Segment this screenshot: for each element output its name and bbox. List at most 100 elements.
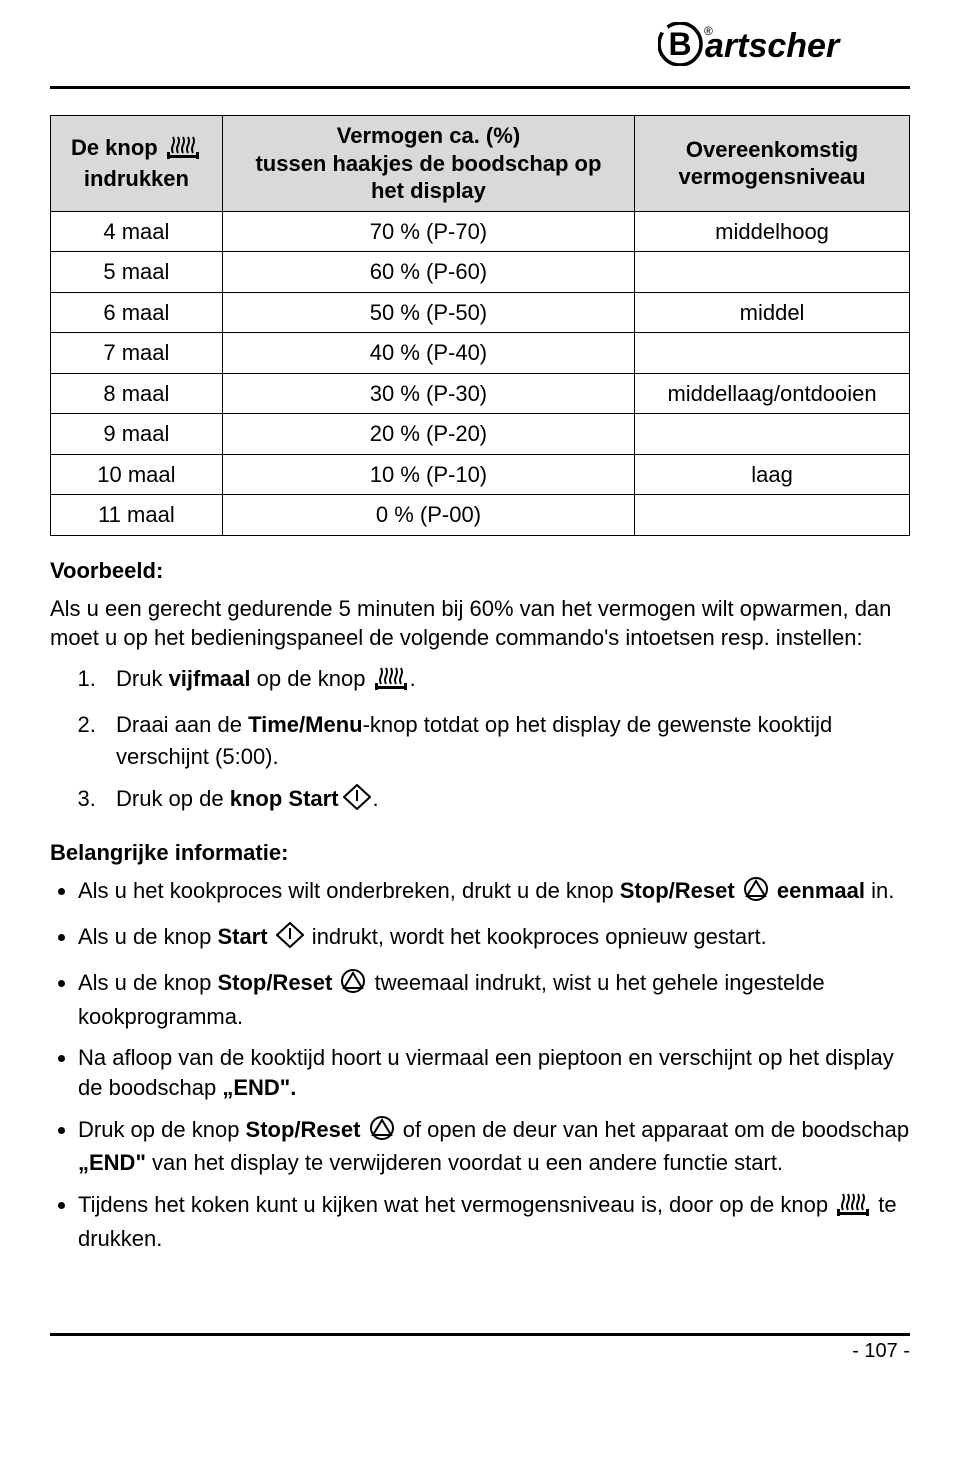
table-row: 8 maal 30 % (P-30) middellaag/ontdooien <box>51 373 910 414</box>
bullet-2: Als u de knop Start indrukt, wordt het k… <box>78 922 910 956</box>
th1-line2: indrukken <box>84 166 189 191</box>
bullet-6: Tijdens het koken kunt u kijken wat het … <box>78 1190 910 1253</box>
th2-line3: het display <box>371 178 486 203</box>
b2-post: indrukt, wordt het kookproces opnieuw ge… <box>306 924 767 949</box>
table-row: 4 maal 70 % (P-70) middelhoog <box>51 211 910 252</box>
bullet-1: Als u het kookproces wilt onderbreken, d… <box>78 876 910 910</box>
step1-bold: vijfmaal <box>169 666 251 691</box>
table-row: 5 maal 60 % (P-60) <box>51 252 910 293</box>
bullet-4: Na afloop van de kooktijd hoort u vierma… <box>78 1043 910 1102</box>
step1-end: . <box>410 666 416 691</box>
top-rule <box>50 86 910 89</box>
cell <box>635 252 910 293</box>
brand-logo-svg: B ® artscher <box>658 22 908 66</box>
stop-circle-icon <box>340 968 366 1002</box>
b5-bold1: Stop/Reset <box>246 1117 361 1142</box>
b5-mid1 <box>360 1117 366 1142</box>
th3-line2: vermogensniveau <box>679 164 866 189</box>
b1-mid <box>735 878 741 903</box>
cell <box>635 333 910 374</box>
cell: 9 maal <box>51 414 223 455</box>
start-diamond-icon <box>276 922 304 956</box>
cell: 11 maal <box>51 495 223 536</box>
b5-post2: van het display te verwijderen voordat u… <box>146 1150 783 1175</box>
heat-icon <box>836 1192 870 1224</box>
cell: middellaag/ontdooien <box>635 373 910 414</box>
b2-pre: Als u de knop <box>78 924 217 949</box>
stop-circle-icon <box>743 876 769 910</box>
b4-bold: „END". <box>222 1075 296 1100</box>
cell: 5 maal <box>51 252 223 293</box>
page-number: - 107 - <box>50 1340 910 1363</box>
cell <box>635 495 910 536</box>
step-2: Draai aan de Time/Menu-knop totdat op he… <box>102 709 910 773</box>
step1-post: op de knop <box>251 666 372 691</box>
table-row: 10 maal 10 % (P-10) laag <box>51 454 910 495</box>
cell: 20 % (P-20) <box>222 414 634 455</box>
example-intro: Als u een gerecht gedurende 5 minuten bi… <box>50 594 910 653</box>
b1-pre: Als u het kookproces wilt onderbreken, d… <box>78 878 620 903</box>
b1-bold: Stop/Reset <box>620 878 735 903</box>
b3-bold: Stop/Reset <box>217 970 332 995</box>
table-body: 4 maal 70 % (P-70) middelhoog 5 maal 60 … <box>51 211 910 535</box>
bullet-3: Als u de knop Stop/Reset tweemaal indruk… <box>78 968 910 1031</box>
b2-mid <box>268 924 274 949</box>
th3-line1: Overeenkomstig <box>686 137 858 162</box>
b2-bold: Start <box>217 924 267 949</box>
b5-bold2: „END" <box>78 1150 146 1175</box>
cell: 30 % (P-30) <box>222 373 634 414</box>
cell: 8 maal <box>51 373 223 414</box>
step-1: Druk vijfmaal op de knop . <box>102 663 910 699</box>
example-heading: Voorbeeld: <box>50 558 910 584</box>
cell: 40 % (P-40) <box>222 333 634 374</box>
table-header-col3: Overeenkomstig vermogensniveau <box>635 116 910 212</box>
cell: 0 % (P-00) <box>222 495 634 536</box>
th2-line1: Vermogen ca. (%) <box>337 123 520 148</box>
svg-text:B: B <box>668 26 691 62</box>
step3-bold: knop Start <box>230 786 339 811</box>
b5-pre: Druk op de knop <box>78 1117 246 1142</box>
brand-logo: B ® artscher <box>658 22 908 66</box>
info-heading: Belangrijke informatie: <box>50 840 910 866</box>
cell: 10 maal <box>51 454 223 495</box>
cell: 10 % (P-10) <box>222 454 634 495</box>
cell: 70 % (P-70) <box>222 211 634 252</box>
b3-pre: Als u de knop <box>78 970 217 995</box>
b3-mid <box>332 970 338 995</box>
b1-post-bold: eenmaal <box>771 878 865 903</box>
b4-pre: Na afloop van de kooktijd hoort u vierma… <box>78 1045 894 1100</box>
step1-pre: Druk <box>116 666 169 691</box>
cell: laag <box>635 454 910 495</box>
step3-pre: Druk op de <box>116 786 230 811</box>
bottom-rule <box>50 1333 910 1336</box>
steps-list: Druk vijfmaal op de knop . Draai aan de … <box>50 663 910 819</box>
step2-pre: Draai aan de <box>116 712 248 737</box>
b5-post1: of open de deur van het apparaat om de b… <box>397 1117 910 1142</box>
cell: 4 maal <box>51 211 223 252</box>
b6-pre: Tijdens het koken kunt u kijken wat het … <box>78 1192 834 1217</box>
table-row: 7 maal 40 % (P-40) <box>51 333 910 374</box>
table-header-col2: Vermogen ca. (%) tussen haakjes de boods… <box>222 116 634 212</box>
table-header-row: De knop indrukken <box>51 116 910 212</box>
cell <box>635 414 910 455</box>
step2-bold: Time/Menu <box>248 712 363 737</box>
step-3: Druk op de knop Start . <box>102 783 910 819</box>
step3-end: . <box>373 786 379 811</box>
cell: 7 maal <box>51 333 223 374</box>
power-table: De knop indrukken <box>50 115 910 536</box>
table-row: 6 maal 50 % (P-50) middel <box>51 292 910 333</box>
cell: middelhoog <box>635 211 910 252</box>
th2-line2: tussen haakjes de boodschap op <box>255 151 601 176</box>
b1-end: in. <box>865 878 894 903</box>
stop-circle-icon <box>369 1115 395 1149</box>
cell: middel <box>635 292 910 333</box>
cell: 6 maal <box>51 292 223 333</box>
heat-icon <box>374 666 408 699</box>
svg-text:artscher: artscher <box>705 27 841 65</box>
document-page: B ® artscher De knop <box>0 0 960 1479</box>
table-row: 11 maal 0 % (P-00) <box>51 495 910 536</box>
table-row: 9 maal 20 % (P-20) <box>51 414 910 455</box>
start-diamond-icon <box>343 784 371 819</box>
info-bullets: Als u het kookproces wilt onderbreken, d… <box>50 876 910 1253</box>
th1-line1: De knop <box>71 135 158 160</box>
